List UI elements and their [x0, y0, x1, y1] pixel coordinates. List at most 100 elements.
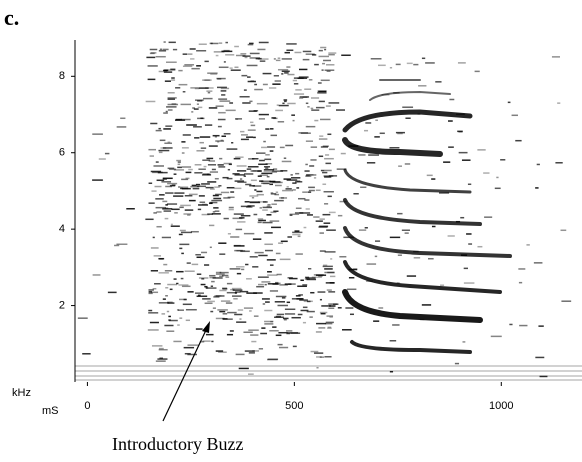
- texture-stroke: [299, 96, 310, 98]
- texture-stroke: [201, 251, 208, 254]
- texture-stroke: [322, 145, 329, 147]
- texture-stroke: [284, 72, 289, 74]
- texture-stroke: [560, 229, 567, 232]
- texture-stroke: [349, 313, 354, 316]
- texture-stroke: [305, 102, 309, 105]
- texture-stroke: [327, 133, 332, 136]
- texture-stroke: [265, 163, 273, 165]
- texture-stroke: [245, 263, 249, 266]
- texture-stroke: [314, 119, 319, 122]
- texture-stroke: [500, 159, 506, 161]
- texture-stroke: [226, 186, 235, 189]
- texture-stroke: [395, 63, 401, 66]
- texture-stroke: [264, 323, 274, 325]
- texture-stroke: [304, 278, 310, 280]
- texture-stroke: [460, 216, 465, 219]
- texture-stroke: [161, 181, 172, 183]
- texture-stroke: [182, 134, 191, 136]
- texture-stroke: [311, 109, 320, 111]
- texture-stroke: [249, 310, 252, 312]
- texture-stroke: [256, 190, 263, 193]
- texture-stroke: [215, 295, 225, 297]
- texture-stroke: [233, 157, 241, 160]
- texture-stroke: [256, 285, 265, 288]
- texture-stroke: [324, 169, 332, 172]
- texture-stroke: [272, 168, 278, 170]
- texture-stroke: [308, 267, 312, 270]
- texture-stroke: [421, 57, 426, 60]
- texture-stroke: [196, 49, 207, 52]
- texture-stroke: [277, 121, 285, 123]
- texture-stroke: [173, 195, 184, 197]
- texture-stroke: [281, 160, 292, 163]
- texture-stroke: [304, 199, 310, 201]
- texture-stroke: [219, 253, 226, 255]
- texture-stroke: [241, 134, 248, 136]
- texture-stroke: [266, 175, 270, 178]
- texture-stroke: [167, 301, 173, 304]
- texture-stroke: [370, 58, 382, 60]
- texture-stroke: [318, 138, 328, 140]
- texture-stroke: [270, 211, 277, 214]
- texture-stroke: [162, 177, 173, 180]
- texture-stroke: [305, 208, 310, 210]
- texture-stroke: [169, 288, 173, 291]
- texture-stroke: [166, 106, 177, 108]
- texture-stroke: [518, 281, 523, 284]
- texture-stroke: [272, 326, 277, 328]
- texture-stroke: [234, 292, 237, 294]
- y-tick-label: 6: [59, 147, 65, 159]
- texture-stroke: [195, 292, 204, 294]
- texture-stroke: [265, 154, 270, 156]
- texture-stroke: [254, 189, 257, 191]
- texture-stroke: [448, 146, 454, 148]
- texture-stroke: [201, 203, 207, 206]
- texture-stroke: [179, 206, 184, 209]
- texture-stroke: [287, 73, 295, 76]
- texture-stroke: [166, 330, 175, 332]
- texture-stroke: [169, 168, 177, 171]
- texture-stroke: [467, 183, 472, 186]
- texture-stroke: [190, 230, 199, 233]
- texture-stroke: [202, 79, 212, 81]
- texture-stroke: [184, 64, 195, 66]
- texture-stroke: [275, 334, 282, 337]
- texture-stroke: [222, 288, 228, 290]
- texture-stroke: [298, 68, 308, 71]
- texture-stroke: [457, 62, 466, 64]
- texture-stroke: [151, 345, 163, 347]
- texture-stroke: [461, 159, 471, 161]
- texture-stroke: [297, 285, 307, 288]
- texture-stroke: [217, 118, 226, 121]
- texture-stroke: [187, 214, 191, 216]
- texture-stroke: [174, 212, 178, 214]
- texture-stroke: [308, 79, 313, 81]
- texture-stroke: [267, 274, 278, 276]
- texture-stroke: [167, 302, 175, 304]
- texture-stroke: [218, 351, 227, 353]
- texture-stroke: [260, 332, 268, 335]
- texture-stroke: [212, 307, 216, 309]
- texture-stroke: [318, 90, 327, 93]
- texture-stroke: [156, 211, 162, 213]
- texture-stroke: [208, 145, 218, 147]
- texture-stroke: [185, 171, 192, 174]
- texture-stroke: [246, 278, 252, 280]
- texture-stroke: [214, 186, 220, 188]
- texture-stroke: [295, 207, 302, 210]
- texture-stroke: [309, 316, 313, 318]
- texture-stroke: [146, 56, 156, 59]
- texture-stroke: [283, 178, 292, 180]
- texture-stroke: [284, 313, 296, 315]
- texture-stroke: [214, 136, 218, 138]
- texture-stroke: [305, 175, 312, 177]
- texture-stroke: [345, 307, 354, 309]
- texture-stroke: [202, 340, 211, 342]
- texture-stroke: [223, 133, 231, 135]
- texture-stroke: [247, 76, 251, 78]
- texture-stroke: [163, 71, 173, 73]
- texture-stroke: [328, 291, 336, 293]
- texture-stroke: [258, 219, 266, 222]
- texture-stroke: [155, 161, 159, 163]
